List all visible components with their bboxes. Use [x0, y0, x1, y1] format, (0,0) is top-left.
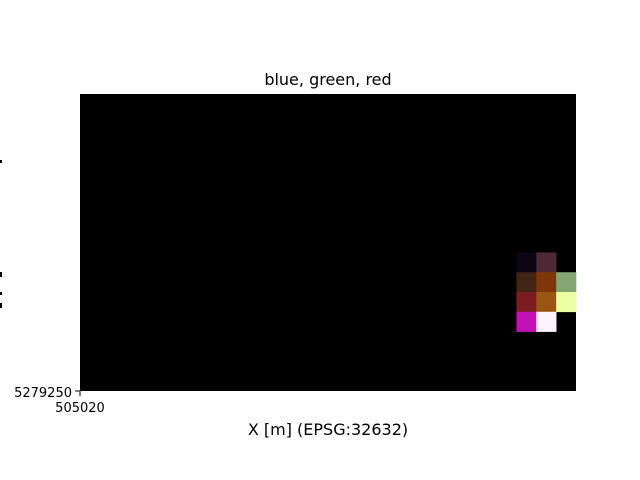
raster-cell	[516, 272, 537, 293]
raster-cell	[536, 252, 557, 273]
raster-cell	[556, 272, 577, 293]
raster-cell	[556, 292, 577, 313]
y-axis-label-fragment	[0, 292, 2, 295]
raster-background	[80, 94, 576, 391]
y-axis-label-fragment	[0, 303, 2, 308]
y-axis-label-fragment	[0, 272, 2, 277]
raster-cell	[536, 272, 557, 293]
raster-cell	[536, 311, 557, 332]
plot-area	[80, 94, 577, 391]
chart-title: blue, green, red	[264, 70, 391, 89]
x-tick-label: 505020	[55, 401, 105, 416]
raster-cell	[516, 292, 537, 313]
y-tick-label: 5279250	[14, 386, 72, 401]
y-axis-label-fragment	[0, 160, 2, 163]
raster-cell	[516, 252, 537, 273]
x-axis-label: X [m] (EPSG:32632)	[248, 420, 408, 439]
raster-cell	[516, 311, 537, 332]
raster-cell	[536, 292, 557, 313]
raster-cells	[516, 252, 577, 332]
